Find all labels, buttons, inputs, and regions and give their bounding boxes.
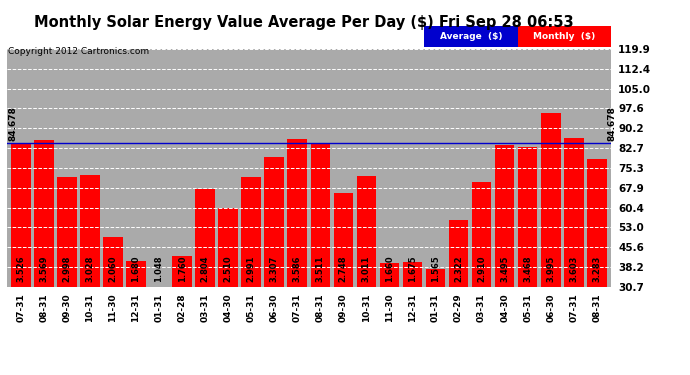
Bar — [564, 138, 584, 287]
Text: 1.048: 1.048 — [155, 255, 164, 282]
Bar — [126, 261, 146, 287]
Text: 3.028: 3.028 — [86, 255, 95, 282]
Bar — [333, 193, 353, 287]
Text: 1.660: 1.660 — [385, 255, 394, 282]
Text: 2.804: 2.804 — [201, 255, 210, 282]
Text: 3.569: 3.569 — [39, 255, 48, 282]
Text: 3.283: 3.283 — [592, 255, 601, 282]
Bar — [34, 140, 54, 287]
Text: 3.995: 3.995 — [546, 255, 555, 282]
Text: Average  ($): Average ($) — [440, 32, 502, 41]
Text: 3.526: 3.526 — [17, 255, 26, 282]
Text: Copyright 2012 Cartronics.com: Copyright 2012 Cartronics.com — [8, 47, 150, 56]
Text: 2.510: 2.510 — [224, 255, 233, 282]
Text: 1.675: 1.675 — [408, 255, 417, 282]
Text: 3.495: 3.495 — [500, 255, 509, 282]
Bar — [149, 287, 169, 302]
Text: Monthly  ($): Monthly ($) — [533, 32, 595, 41]
Bar — [380, 262, 400, 287]
Bar — [288, 139, 307, 287]
Text: 1.565: 1.565 — [431, 255, 440, 282]
Bar — [495, 145, 515, 287]
Bar — [172, 256, 192, 287]
Bar — [310, 144, 330, 287]
Text: 2.991: 2.991 — [246, 255, 256, 282]
Text: 2.998: 2.998 — [62, 255, 71, 282]
Bar — [472, 183, 491, 287]
Text: 84.678: 84.678 — [607, 106, 616, 141]
Bar — [357, 176, 376, 287]
Bar — [80, 175, 99, 287]
Text: 3.603: 3.603 — [569, 255, 578, 282]
Bar — [426, 268, 445, 287]
Bar — [57, 177, 77, 287]
Text: 3.011: 3.011 — [362, 255, 371, 282]
Bar — [587, 159, 607, 287]
Bar — [11, 143, 30, 287]
Text: 2.910: 2.910 — [477, 255, 486, 282]
Text: 2.060: 2.060 — [108, 255, 117, 282]
Text: 3.468: 3.468 — [523, 255, 532, 282]
Text: 1.680: 1.680 — [132, 255, 141, 282]
Bar — [195, 189, 215, 287]
Text: Monthly Solar Energy Value Average Per Day ($) Fri Sep 28 06:53: Monthly Solar Energy Value Average Per D… — [34, 15, 573, 30]
Text: 3.586: 3.586 — [293, 255, 302, 282]
Bar — [518, 147, 538, 287]
Text: 3.307: 3.307 — [270, 255, 279, 282]
Bar — [264, 157, 284, 287]
Text: 84.678: 84.678 — [8, 106, 17, 141]
Text: 2.322: 2.322 — [454, 255, 463, 282]
Bar — [218, 208, 238, 287]
Bar — [541, 113, 560, 287]
Bar — [241, 177, 261, 287]
Bar — [448, 220, 469, 287]
Text: 3.511: 3.511 — [316, 255, 325, 282]
Bar — [403, 261, 422, 287]
Text: 2.748: 2.748 — [339, 255, 348, 282]
Bar — [103, 237, 123, 287]
Text: 1.760: 1.760 — [177, 255, 186, 282]
